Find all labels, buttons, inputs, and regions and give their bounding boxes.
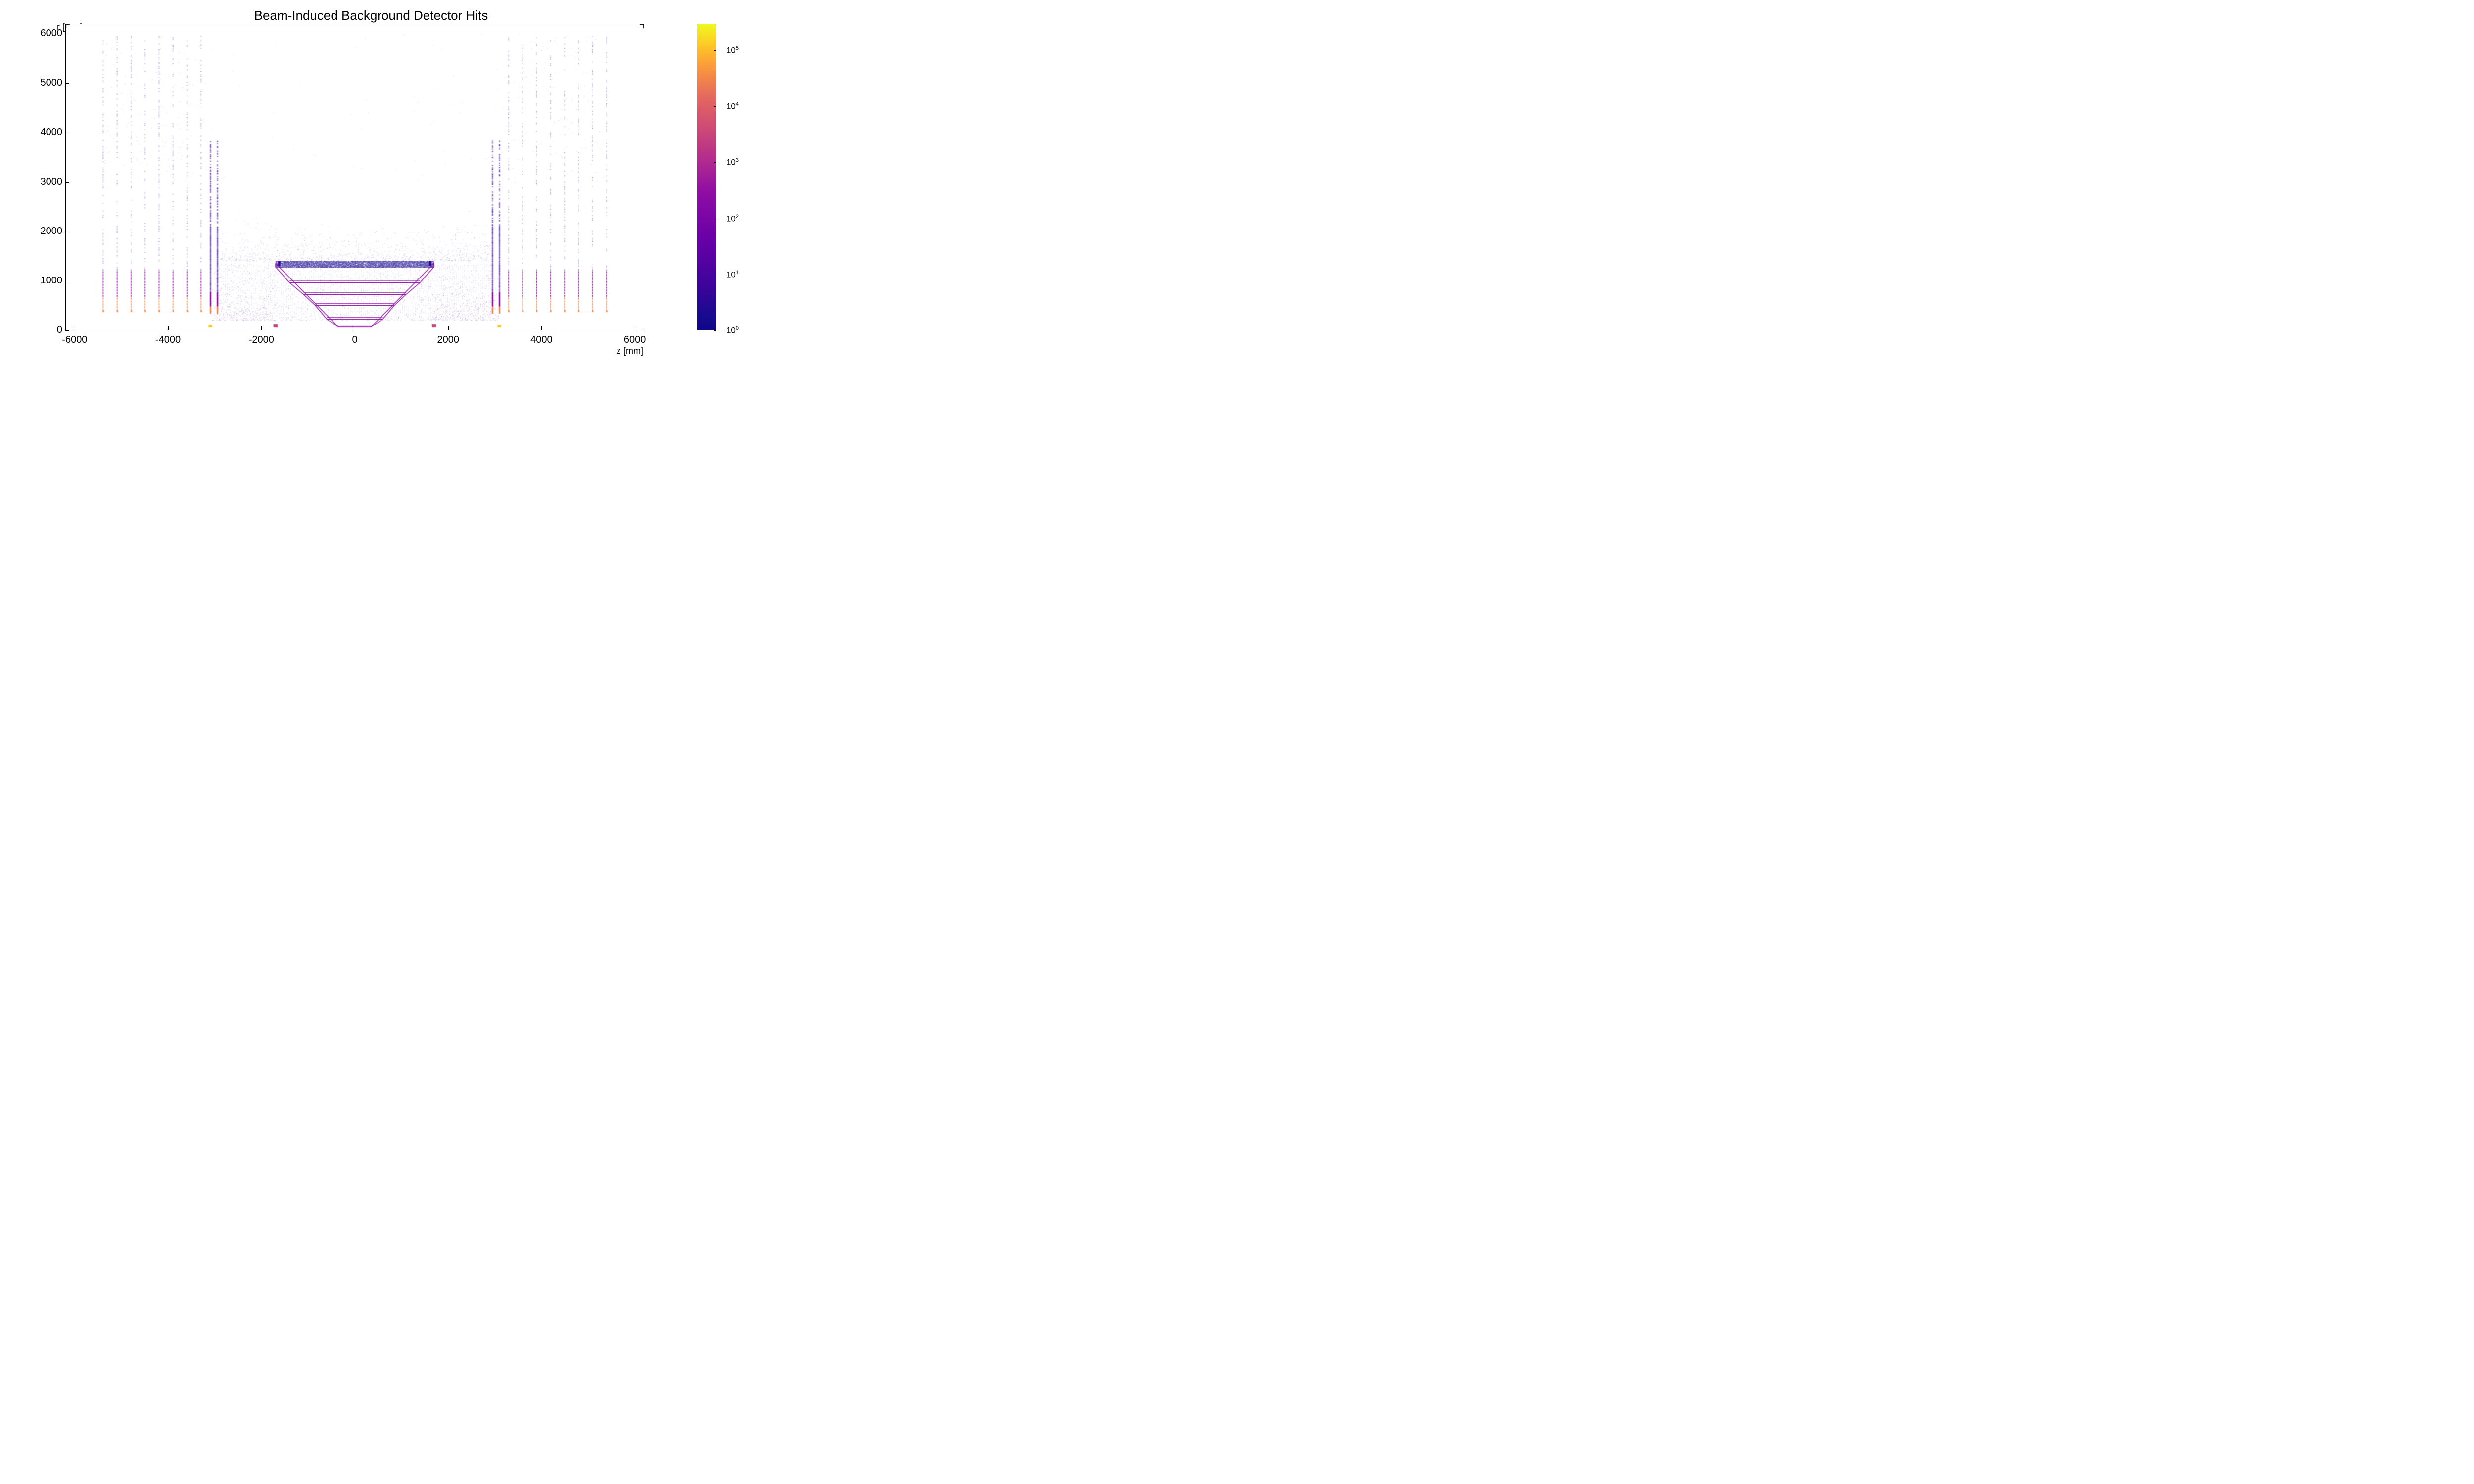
- colorbar-tick-label: 102: [726, 214, 739, 224]
- colorbar-tick-label: 105: [726, 46, 739, 56]
- chart-container: Beam-Induced Background Detector Hits r …: [0, 0, 742, 371]
- y-tick-label: 6000: [41, 28, 63, 39]
- x-tick-label: -6000: [62, 334, 87, 346]
- y-tick-label: 1000: [41, 275, 63, 286]
- y-tick: [65, 83, 69, 84]
- x-tick: [448, 326, 449, 330]
- chart-title: Beam-Induced Background Detector Hits: [254, 8, 488, 23]
- x-tick-label: -4000: [155, 334, 181, 346]
- x-tick-label: -2000: [249, 334, 274, 346]
- colorbar-tick-label: 104: [726, 101, 739, 112]
- x-tick-label: 0: [352, 334, 357, 346]
- y-tick-label: 2000: [41, 226, 63, 237]
- colorbar-tick-label: 103: [726, 157, 739, 168]
- x-tick: [541, 326, 542, 330]
- x-tick-label: 4000: [530, 334, 553, 346]
- y-tick: [65, 330, 69, 331]
- colorbar-tick: [714, 50, 716, 51]
- colorbar: [697, 24, 716, 330]
- colorbar-tick-label: 101: [726, 270, 739, 280]
- x-axis-label: z [mm]: [617, 346, 643, 356]
- y-tick: [65, 182, 69, 183]
- y-tick-label: 5000: [41, 77, 63, 89]
- colorbar-tick: [714, 106, 716, 107]
- x-tick-label: 6000: [624, 334, 646, 346]
- x-tick: [261, 326, 262, 330]
- colorbar-gradient: [697, 24, 716, 330]
- y-tick-label: 3000: [41, 176, 63, 187]
- colorbar-tick: [714, 330, 716, 331]
- y-tick-label: 4000: [41, 127, 63, 138]
- colorbar-tick: [714, 162, 716, 163]
- colorbar-tick-label: 100: [726, 325, 739, 336]
- plot-area: [65, 24, 644, 330]
- y-tick-label: 0: [57, 325, 62, 336]
- x-tick-label: 2000: [437, 334, 459, 346]
- plot-canvas: [66, 24, 644, 330]
- x-tick: [168, 326, 169, 330]
